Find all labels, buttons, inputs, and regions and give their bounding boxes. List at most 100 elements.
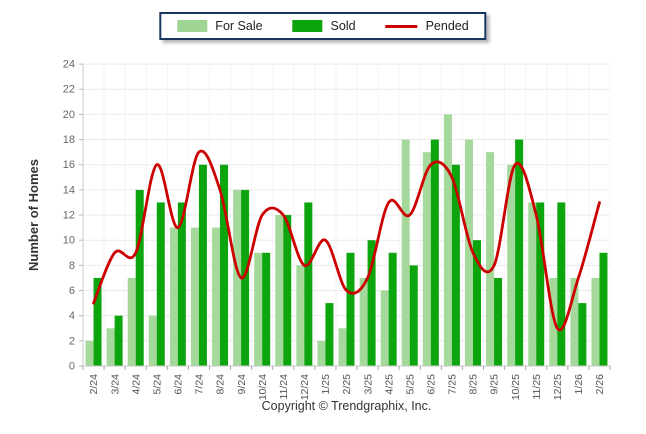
x-axis-label: 2/25 <box>341 374 353 395</box>
bar-for-sale <box>380 290 389 366</box>
bar-sold <box>346 252 355 366</box>
bar-sold <box>325 303 334 366</box>
bar-sold <box>283 215 292 366</box>
y-tick-label: 10 <box>63 235 75 247</box>
x-axis-label: 11/24 <box>278 374 290 400</box>
x-axis-label: 3/25 <box>362 374 374 395</box>
x-axis-label: 7/25 <box>447 374 459 395</box>
x-axis-label: 8/25 <box>468 374 480 395</box>
legend-item-pended: Pended <box>385 19 469 33</box>
legend-label: For Sale <box>215 19 263 33</box>
bar-for-sale <box>338 328 347 366</box>
bar-for-sale <box>169 227 178 366</box>
x-axis-label: 5/24 <box>151 374 163 395</box>
x-axis-label: 5/25 <box>404 374 416 395</box>
x-axis-label: 9/24 <box>236 374 248 395</box>
x-axis-label: 1/26 <box>573 374 585 395</box>
y-tick-label: 4 <box>69 310 75 322</box>
x-axis-label: 2/26 <box>594 374 606 395</box>
bar-sold <box>304 202 313 366</box>
bar-for-sale <box>212 227 221 366</box>
bar-sold <box>557 202 566 366</box>
bar-for-sale <box>422 152 431 366</box>
bar-for-sale <box>507 164 516 366</box>
x-axis-label: 1/25 <box>320 374 332 395</box>
bar-sold <box>578 303 587 366</box>
bar-for-sale <box>464 139 473 366</box>
y-tick-label: 8 <box>69 260 75 272</box>
legend-item-for-sale: For Sale <box>177 19 263 33</box>
bar-for-sale <box>591 277 600 366</box>
y-tick-label: 2 <box>69 335 75 347</box>
bar-for-sale <box>254 252 263 366</box>
legend: For Sale Sold Pended <box>159 12 487 40</box>
legend-label: Pended <box>425 19 469 33</box>
x-axis-label: 6/24 <box>173 374 185 395</box>
y-tick-label: 22 <box>63 84 75 96</box>
y-tick-label: 12 <box>63 210 75 222</box>
bar-sold <box>515 139 524 366</box>
for-sale-swatch-icon <box>177 20 208 32</box>
bar-sold <box>388 252 397 366</box>
bar-for-sale <box>296 265 305 366</box>
bar-sold <box>472 240 481 366</box>
bar-for-sale <box>570 277 579 366</box>
bar-sold <box>494 277 503 366</box>
bar-sold <box>93 277 102 366</box>
x-axis-label: 9/25 <box>489 374 501 395</box>
x-axis-label: 3/24 <box>109 374 121 395</box>
y-tick-label: 14 <box>63 184 75 196</box>
bar-for-sale <box>401 139 410 366</box>
y-tick-label: 16 <box>63 159 75 171</box>
x-axis-label: 10/25 <box>510 374 522 400</box>
x-axis-label: 7/24 <box>194 374 206 395</box>
bar-sold <box>367 240 376 366</box>
bar-for-sale <box>528 202 537 366</box>
copyright-text: Copyright © Trendgraphix, Inc. <box>261 399 432 413</box>
bar-sold <box>451 164 460 366</box>
bar-for-sale <box>359 277 368 366</box>
bar-sold <box>430 139 439 366</box>
y-tick-label: 24 <box>63 59 75 71</box>
bar-sold <box>198 164 207 366</box>
bar-for-sale <box>443 114 452 367</box>
bar-for-sale <box>85 340 94 366</box>
x-axis-label: 2/24 <box>88 374 100 395</box>
bar-for-sale <box>190 227 199 366</box>
sold-swatch-icon <box>292 20 323 32</box>
x-axis-label: 12/25 <box>552 374 564 400</box>
y-tick-label: 20 <box>63 109 75 121</box>
pended-line <box>92 149 601 332</box>
bar-sold <box>114 315 123 366</box>
x-axis-label: 4/24 <box>130 374 142 395</box>
bar-sold <box>177 202 186 366</box>
y-axis-title: Number of Homes <box>26 159 41 271</box>
bar-for-sale <box>233 189 242 366</box>
x-axis-label: 8/24 <box>215 374 227 395</box>
pended-line-icon <box>385 24 418 28</box>
bar-for-sale <box>486 152 495 366</box>
bar-sold <box>241 189 250 366</box>
bar-sold <box>135 189 144 366</box>
y-tick-label: 0 <box>69 361 75 373</box>
bar-sold <box>156 202 165 366</box>
bar-for-sale <box>317 340 326 366</box>
legend-item-sold: Sold <box>292 19 356 33</box>
bar-for-sale <box>106 328 115 366</box>
x-axis-label: 11/25 <box>531 374 543 400</box>
bar-sold <box>220 164 229 366</box>
y-tick-label: 6 <box>69 285 75 297</box>
bar-sold <box>599 252 608 366</box>
x-axis-label: 6/25 <box>425 374 437 395</box>
x-axis-label: 4/25 <box>383 374 395 395</box>
bar-sold <box>536 202 545 366</box>
bar-for-sale <box>127 277 136 366</box>
legend-label: Sold <box>330 19 356 33</box>
bar-for-sale <box>275 215 284 366</box>
y-tick-label: 18 <box>63 134 75 146</box>
x-axis-label: 10/24 <box>257 374 269 400</box>
x-axis-label: 12/24 <box>299 374 311 400</box>
bar-sold <box>409 265 418 366</box>
bar-for-sale <box>549 277 558 366</box>
